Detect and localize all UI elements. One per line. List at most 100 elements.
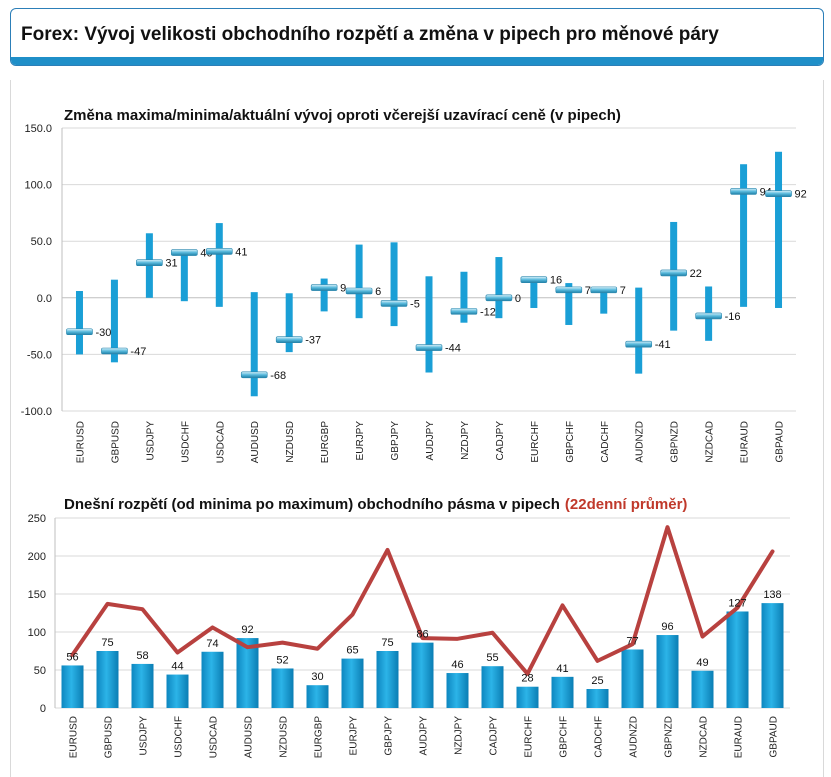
chart2-bar [481, 666, 504, 708]
chart1-y-tick-label: -50.0 [27, 349, 52, 361]
chart1-current-label: 7 [585, 285, 591, 297]
chart2-bar [306, 685, 329, 708]
chart2-value-label: 30 [311, 671, 323, 683]
chart2-x-tick-label: AUDNZD [629, 716, 640, 758]
chart2-bar [411, 642, 434, 708]
chart2-value-label: 46 [451, 659, 463, 671]
chart2-bars [61, 603, 784, 708]
chart1-x-tick-label: GBPAUD [775, 421, 786, 463]
chart2-x-tick-label: EURAUD [734, 716, 745, 758]
chart1-current-marker [450, 308, 478, 315]
chart1-current-label: -5 [410, 298, 420, 310]
page-title: Forex: Vývoj velikosti obchodního rozpět… [21, 24, 719, 45]
chart2-x-tick-label: EURGBP [314, 716, 325, 759]
chart2-value-label: 138 [763, 589, 781, 601]
chart1-y-tick-label: 0.0 [37, 293, 52, 305]
chart2-x-tick-label: GBPNZD [664, 716, 675, 758]
chart1-current-marker [485, 294, 513, 302]
chart2-average-line [70, 525, 775, 676]
chart1-x-tick-label: CADJPY [495, 421, 506, 461]
chart2-x-tick-label: CADJPY [489, 716, 500, 756]
chart1-x-tick-label: AUDNZD [635, 421, 646, 463]
chart2-x-tick-label: EURJPY [349, 716, 360, 756]
chart2-value-label: 44 [171, 661, 183, 673]
chart1-current-marker [66, 328, 93, 336]
chart2-x-tick-label: AUDUSD [244, 716, 255, 758]
chart1-range-bar [75, 291, 83, 355]
chart1-current-label: 31 [165, 258, 177, 270]
chart1-current-label: -37 [305, 335, 321, 347]
chart1-range-bar [670, 221, 678, 331]
chart2-bar [656, 635, 679, 708]
chart2-bar [166, 674, 189, 708]
chart1-current-marker [555, 286, 583, 294]
chart2-bar [691, 670, 714, 708]
chart1-range-bar [320, 278, 328, 312]
chart2-bar [446, 673, 469, 708]
chart1-x-tick-label: CADCHF [600, 421, 611, 463]
chart2-x-tick-label: GBPUSD [104, 716, 115, 758]
chart1-current-marker [101, 347, 128, 355]
chart1-current-label: -47 [130, 346, 146, 358]
chart1-range-bar [495, 257, 503, 319]
chart2-value-label: 41 [556, 663, 568, 675]
chart1-current-label: -41 [655, 339, 671, 351]
chart1-x-tick-label: GBPUSD [110, 421, 121, 463]
chart2-x-tick-label: USDJPY [139, 716, 150, 756]
chart1-x-tick-label: NZDCAD [705, 421, 716, 463]
chart2-value-label: 65 [346, 645, 358, 657]
chart1-current-label: -16 [725, 311, 741, 323]
chart1-x-tick-label: USDCAD [215, 421, 226, 463]
chart2-y-tick-label: 200 [28, 551, 46, 563]
chart1-current-label: -12 [480, 306, 496, 318]
chart1-x-tick-label: EURJPY [355, 421, 366, 461]
header-accent-bar [11, 57, 823, 65]
chart2-value-labels: 56 75 58 44 74 92 52 30 65 75 86 46 55 28 41 25 77 96 49 12… [66, 589, 781, 687]
chart2-bar [376, 651, 399, 708]
chart1-current-marker [240, 371, 268, 379]
chart2-y-axis: 0 50 100 150 200 250 [28, 513, 46, 715]
chart1-current-marker [520, 276, 548, 283]
chart2-value-label: 56 [66, 651, 78, 663]
chart1-range-bar [425, 276, 433, 373]
chart2-bar [516, 686, 539, 708]
chart1-range-bar [530, 278, 538, 308]
header-panel: Forex: Vývoj velikosti obchodního rozpět… [10, 8, 824, 66]
chart1-title: Změna maxima/minima/aktuální vývoj oprot… [64, 107, 621, 124]
chart2-y-tick-label: 0 [40, 703, 46, 715]
chart1-x-tick-label: EURUSD [75, 421, 86, 463]
chart2-bar [271, 668, 294, 708]
chart2-x-axis: EURUSD GBPUSD USDJPY USDCHF USDCAD AUDUSD NZDU… [69, 716, 780, 759]
chart1-x-tick-label: EURCHF [530, 421, 541, 463]
chart1-y-axis: -100.0 -50.0 0.0 50.0 100.0 150.0 [21, 123, 52, 418]
chart2-bar [761, 603, 784, 708]
chart-range-change: Změna maxima/minima/aktuální vývoj oprot… [21, 107, 807, 463]
chart2-average-series-line [70, 525, 775, 676]
charts-panel [10, 80, 824, 777]
chart1-range-bar [215, 223, 223, 307]
chart1-y-tick-label: 50.0 [31, 236, 52, 248]
chart1-range-bar [180, 253, 188, 302]
chart1-current-marker [695, 312, 722, 320]
chart2-value-label: 28 [521, 673, 533, 685]
chart2-value-label: 127 [728, 597, 746, 609]
chart1-current-label: 92 [795, 189, 807, 201]
chart1-range-bar [110, 279, 118, 363]
chart1-current-label: 7 [620, 285, 626, 297]
chart2-value-label: 58 [136, 650, 148, 662]
chart1-current-marker [345, 287, 373, 295]
chart2-bar [131, 663, 154, 708]
chart1-current-marker [660, 269, 687, 277]
chart1-current-marker [380, 300, 408, 307]
chart2-value-label: 52 [276, 654, 288, 666]
chart1-current-marker [730, 188, 757, 195]
chart1-y-tick-label: 150.0 [24, 123, 52, 135]
chart2-bar [236, 638, 259, 708]
chart2-x-tick-label: GBPAUD [769, 716, 780, 758]
chart2-bar [96, 651, 119, 708]
chart2-value-label: 55 [486, 652, 498, 664]
chart2-bar [201, 651, 224, 708]
chart2-y-tick-label: 100 [28, 627, 46, 639]
chart1-x-tick-label: GBPJPY [390, 421, 401, 461]
